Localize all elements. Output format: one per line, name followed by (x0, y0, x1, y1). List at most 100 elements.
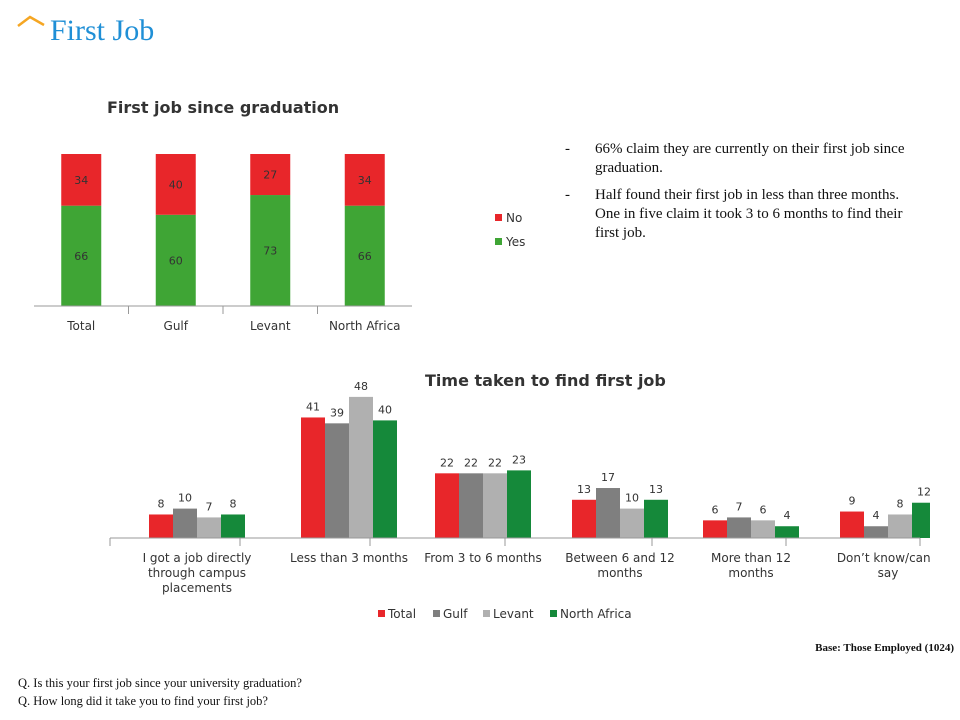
bar (775, 526, 799, 538)
data-label: 73 (263, 245, 277, 258)
data-label: 66 (74, 250, 88, 263)
bar (373, 420, 397, 538)
category-label: Gulf (164, 319, 189, 333)
data-label: 34 (358, 174, 372, 187)
data-label: 8 (897, 497, 904, 510)
category-label: Total (66, 319, 95, 333)
legend-swatch (495, 238, 502, 245)
data-label: 23 (512, 453, 526, 466)
legend-swatch (433, 610, 440, 617)
category-label: say (878, 566, 899, 580)
data-label: 27 (263, 169, 277, 182)
category-label: North Africa (329, 319, 401, 333)
data-label: 9 (849, 495, 856, 508)
bar (840, 511, 864, 538)
legend-swatch (483, 610, 490, 617)
finding-text: Half found their first job in less than … (595, 187, 903, 241)
data-label: 60 (169, 254, 183, 267)
question-2: Q. How long did it take you to find your… (18, 694, 268, 708)
legend-label: Gulf (443, 607, 468, 621)
finding-item: - 66% claim they are currently on their … (565, 140, 925, 178)
bar (727, 517, 751, 538)
bar-yes (250, 195, 291, 306)
data-label: 6 (712, 503, 719, 516)
bar (507, 470, 531, 538)
bar (572, 499, 596, 538)
time-to-first-job-chart: Time taken to find first job 8 10 7 8 I got a… (109, 371, 930, 621)
bar (912, 502, 930, 538)
legend-swatch (495, 214, 502, 221)
bar-yes (155, 214, 196, 306)
data-label: 66 (358, 250, 372, 263)
data-label: 8 (158, 497, 165, 510)
bar (221, 514, 245, 538)
data-label: 22 (488, 456, 502, 469)
category-label: Less than 3 months (290, 551, 408, 565)
data-label: 40 (378, 403, 392, 416)
category-label: I got a job directly (143, 551, 252, 565)
bullet-marker: - (565, 141, 570, 157)
data-label: 48 (354, 380, 368, 393)
title-chevron-icon (17, 15, 45, 27)
data-label: 34 (74, 174, 88, 187)
bar-yes (61, 205, 102, 306)
bar (435, 473, 459, 538)
data-label: 41 (306, 400, 320, 413)
category-label: From 3 to 6 months (424, 551, 542, 565)
category-label: Between 6 and 12 (565, 551, 674, 565)
bar (197, 517, 221, 538)
data-label: 22 (440, 456, 454, 469)
bar (349, 396, 373, 538)
question-1: Q. Is this your first job since your uni… (18, 676, 302, 690)
bar (325, 423, 349, 538)
bar (459, 473, 483, 538)
data-label: 7 (736, 500, 743, 513)
key-findings: - 66% claim they are currently on their … (565, 140, 925, 251)
bar (751, 520, 775, 538)
bar (149, 514, 173, 538)
bar (173, 508, 197, 538)
data-label: 8 (230, 497, 237, 510)
data-label: 39 (330, 406, 344, 419)
bar-no (61, 154, 102, 206)
data-label: 4 (784, 509, 791, 522)
base-note: Base: Those Employed (1024) (815, 642, 954, 654)
bar-no (250, 154, 291, 196)
data-label: 10 (625, 492, 639, 505)
data-label: 6 (760, 503, 767, 516)
category-label: placements (162, 581, 232, 595)
bar (596, 488, 620, 538)
data-label: 4 (873, 509, 880, 522)
chart-title: First job since graduation (107, 98, 339, 117)
bullet-marker: - (565, 187, 570, 203)
bar (888, 514, 912, 538)
bar-no (155, 154, 196, 215)
bar (483, 473, 507, 538)
data-label: 40 (169, 178, 183, 191)
legend-label: North Africa (560, 607, 632, 621)
category-label: Don’t know/can’t (837, 551, 930, 565)
finding-text: 66% claim they are currently on their fi… (595, 141, 905, 176)
bar-no (344, 154, 385, 206)
data-label: 7 (206, 500, 213, 513)
legend-label: Total (387, 607, 416, 621)
bar (703, 520, 727, 538)
finding-item: - Half found their first job in less tha… (565, 186, 925, 243)
first-job-chart: First job since graduation 66 34 Total 60 40 G… (34, 98, 525, 333)
bar (301, 417, 325, 538)
category-label: months (597, 566, 642, 580)
legend-swatch (378, 610, 385, 617)
data-label: 13 (649, 483, 663, 496)
category-label: months (728, 566, 773, 580)
category-label: Levant (250, 319, 291, 333)
bar-yes (344, 205, 385, 306)
legend-swatch (550, 610, 557, 617)
category-label: More than 12 (711, 551, 791, 565)
legend-label: No (506, 211, 522, 225)
data-label: 22 (464, 456, 478, 469)
category-label: through campus (148, 566, 246, 580)
data-label: 12 (917, 486, 930, 499)
page-title: First Job (50, 14, 155, 47)
bar (864, 526, 888, 538)
data-label: 10 (178, 492, 192, 505)
